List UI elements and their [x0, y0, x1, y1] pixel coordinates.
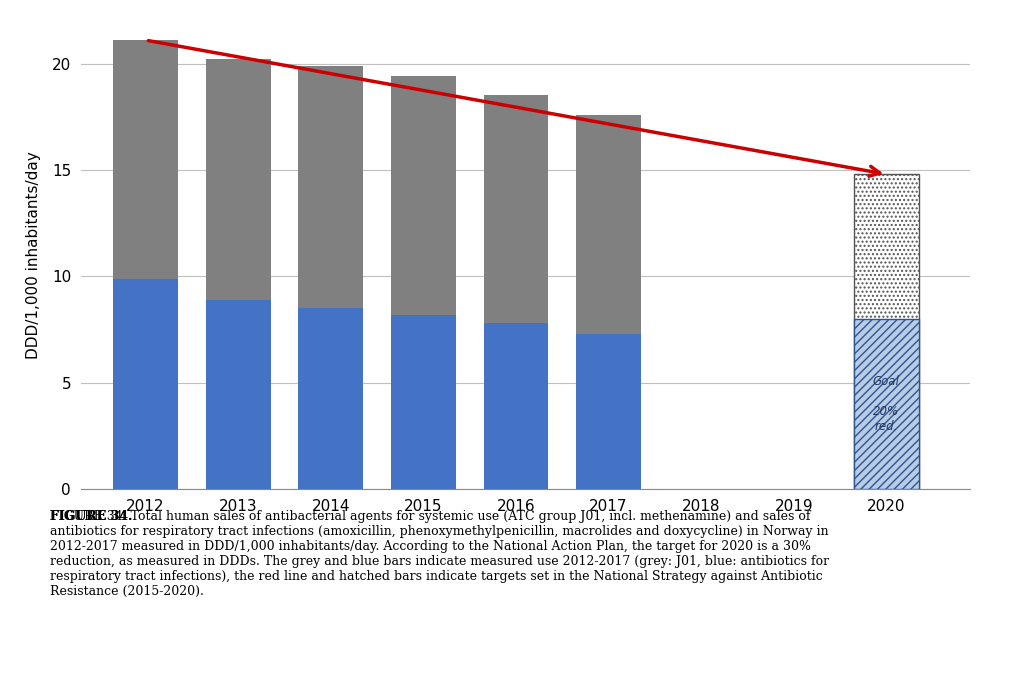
Bar [484, 323, 548, 489]
Bar [113, 40, 178, 489]
Bar [484, 96, 548, 489]
Bar [576, 115, 641, 489]
Bar [206, 300, 271, 489]
Text: FIGURE 34. Total human sales of antibacterial agents for systemic use (ATC group: FIGURE 34. Total human sales of antibact… [50, 510, 1010, 524]
Bar [853, 174, 919, 489]
Bar [206, 59, 271, 489]
Bar [391, 315, 456, 489]
Bar [298, 66, 364, 489]
Text: Goal

20%
red.: Goal 20% red. [873, 375, 900, 433]
Text: FIGURE 34.: FIGURE 34. [50, 510, 133, 524]
Y-axis label: DDD/1,000 inhabitants/day: DDD/1,000 inhabitants/day [25, 151, 40, 359]
Text: FIGURE 34.: FIGURE 34. [50, 510, 133, 524]
Bar [298, 308, 364, 489]
Bar [113, 279, 178, 489]
Bar [391, 76, 456, 489]
Text: FIGURE 34. Total human sales of antibacterial agents for systemic use (ATC group: FIGURE 34. Total human sales of antibact… [50, 510, 829, 598]
Bar [576, 334, 641, 489]
Bar [853, 319, 919, 489]
